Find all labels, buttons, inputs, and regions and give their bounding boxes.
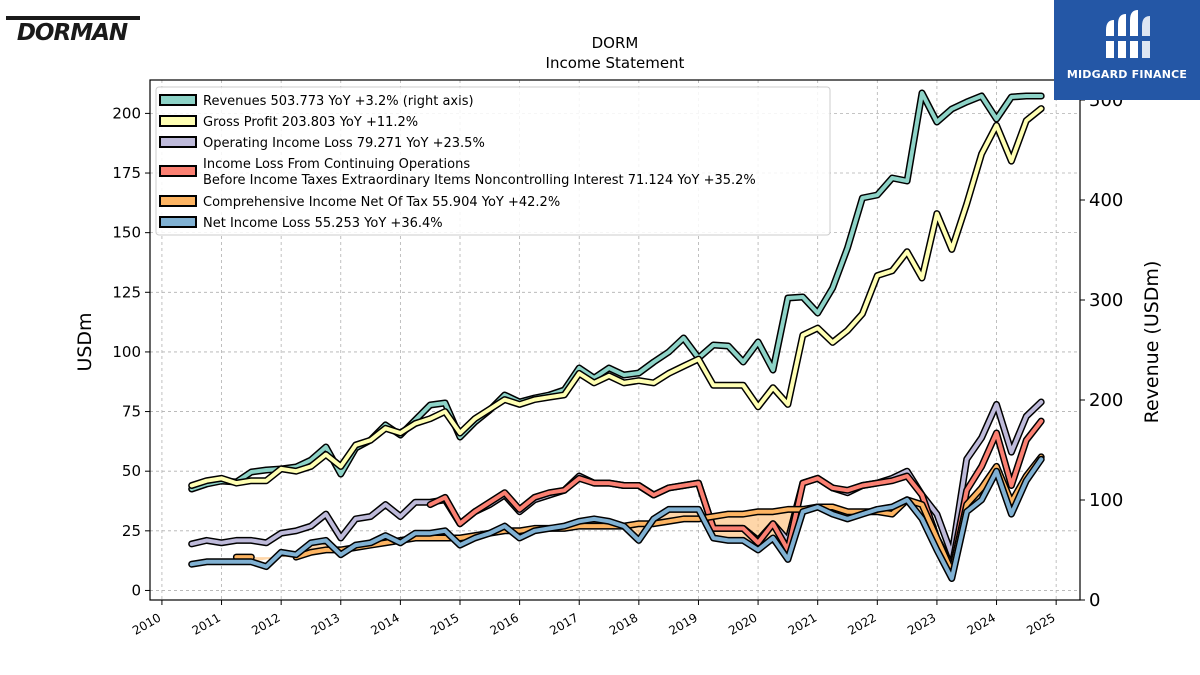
series-5-line: [189, 457, 1044, 581]
y-tick-label: 125: [112, 283, 141, 301]
x-axis: 2010 2011 2012 2013 2014 2015 2016 2017 2018 2019…: [130, 600, 1058, 638]
x-tick-label: 2025: [1024, 610, 1057, 637]
legend-label-2: Operating Income Loss 79.271 YoY +23.5%: [203, 136, 485, 151]
series-1-line: [189, 106, 1044, 488]
x-tick-label: 2016: [488, 610, 521, 637]
legend-label-5: Net Income Loss 55.253 YoY +36.4%: [203, 216, 443, 231]
chart-title: DORM: [592, 34, 639, 52]
y-right-tick-label: 0: [1089, 590, 1100, 611]
legend-label-4: Comprehensive Income Net Of Tax 55.904 Y…: [203, 195, 560, 210]
x-tick-label: 2013: [309, 610, 342, 637]
y-right-tick-label: 200: [1089, 390, 1123, 411]
y-tick-label: 25: [122, 522, 141, 540]
legend-swatch-4: [159, 195, 197, 207]
x-tick-label: 2015: [428, 610, 461, 637]
legend-label-3: Income Loss From Continuing Operations Be…: [203, 157, 756, 188]
legend: Revenues 503.773 YoY +3.2% (right axis) G…: [155, 86, 831, 236]
legend-swatch-5: [159, 216, 197, 228]
x-tick-label: 2023: [905, 610, 938, 637]
legend-swatch-1: [159, 115, 197, 127]
dorman-logo: DORMAN: [6, 14, 140, 46]
midgard-finance-logo: MIDGARD FINANCE: [1054, 0, 1200, 100]
y-tick-label: 150: [112, 224, 141, 242]
y-right-tick-label: 300: [1089, 290, 1123, 311]
chart-subtitle: Income Statement: [546, 54, 685, 72]
x-tick-label: 2022: [845, 610, 878, 637]
x-tick-label: 2014: [368, 610, 401, 637]
dorman-logo-text: DORMAN: [17, 20, 128, 44]
legend-swatch-0: [159, 94, 197, 106]
legend-label-1: Gross Profit 203.803 YoY +11.2%: [203, 115, 418, 130]
y-tick-label: 0: [131, 581, 141, 599]
plot-frame: [149, 79, 1081, 601]
legend-swatch-3: [159, 165, 197, 177]
y-tick-label: 175: [112, 164, 141, 182]
legend-swatch-2: [159, 136, 197, 148]
y-right-tick-label: 100: [1089, 490, 1123, 511]
series-lines: [188, 89, 1045, 582]
x-tick-label: 2011: [190, 610, 223, 637]
x-tick-label: 2010: [130, 610, 163, 637]
legend-box: [155, 86, 831, 236]
series-2-line: [189, 400, 1044, 557]
y-axis-right-label: Revenue (USDm): [1141, 261, 1163, 424]
x-tick-label: 2024: [965, 610, 998, 637]
y-tick-label: 200: [112, 104, 141, 122]
x-tick-label: 2018: [607, 610, 640, 637]
y-tick-label: 50: [122, 462, 141, 480]
y-tick-label: 75: [122, 403, 141, 421]
midgard-finance-text: MIDGARD FINANCE: [1066, 68, 1188, 81]
x-tick-label: 2021: [786, 610, 819, 637]
y-right-tick-label: 400: [1089, 190, 1123, 211]
y-axis-left: 0 25 50 75 100 125 150 175 200: [112, 104, 150, 599]
x-tick-label: 2020: [726, 610, 759, 637]
midgard-emblem-icon: [1104, 10, 1152, 58]
x-tick-label: 2012: [249, 610, 282, 637]
y-axis-label: USDm: [74, 312, 96, 371]
x-tick-label: 2017: [547, 610, 580, 637]
series-4-line: [294, 454, 1044, 574]
legend-label-0: Revenues 503.773 YoY +3.2% (right axis): [203, 94, 474, 109]
y-tick-label: 100: [112, 343, 141, 361]
x-tick-label: 2019: [667, 610, 700, 637]
